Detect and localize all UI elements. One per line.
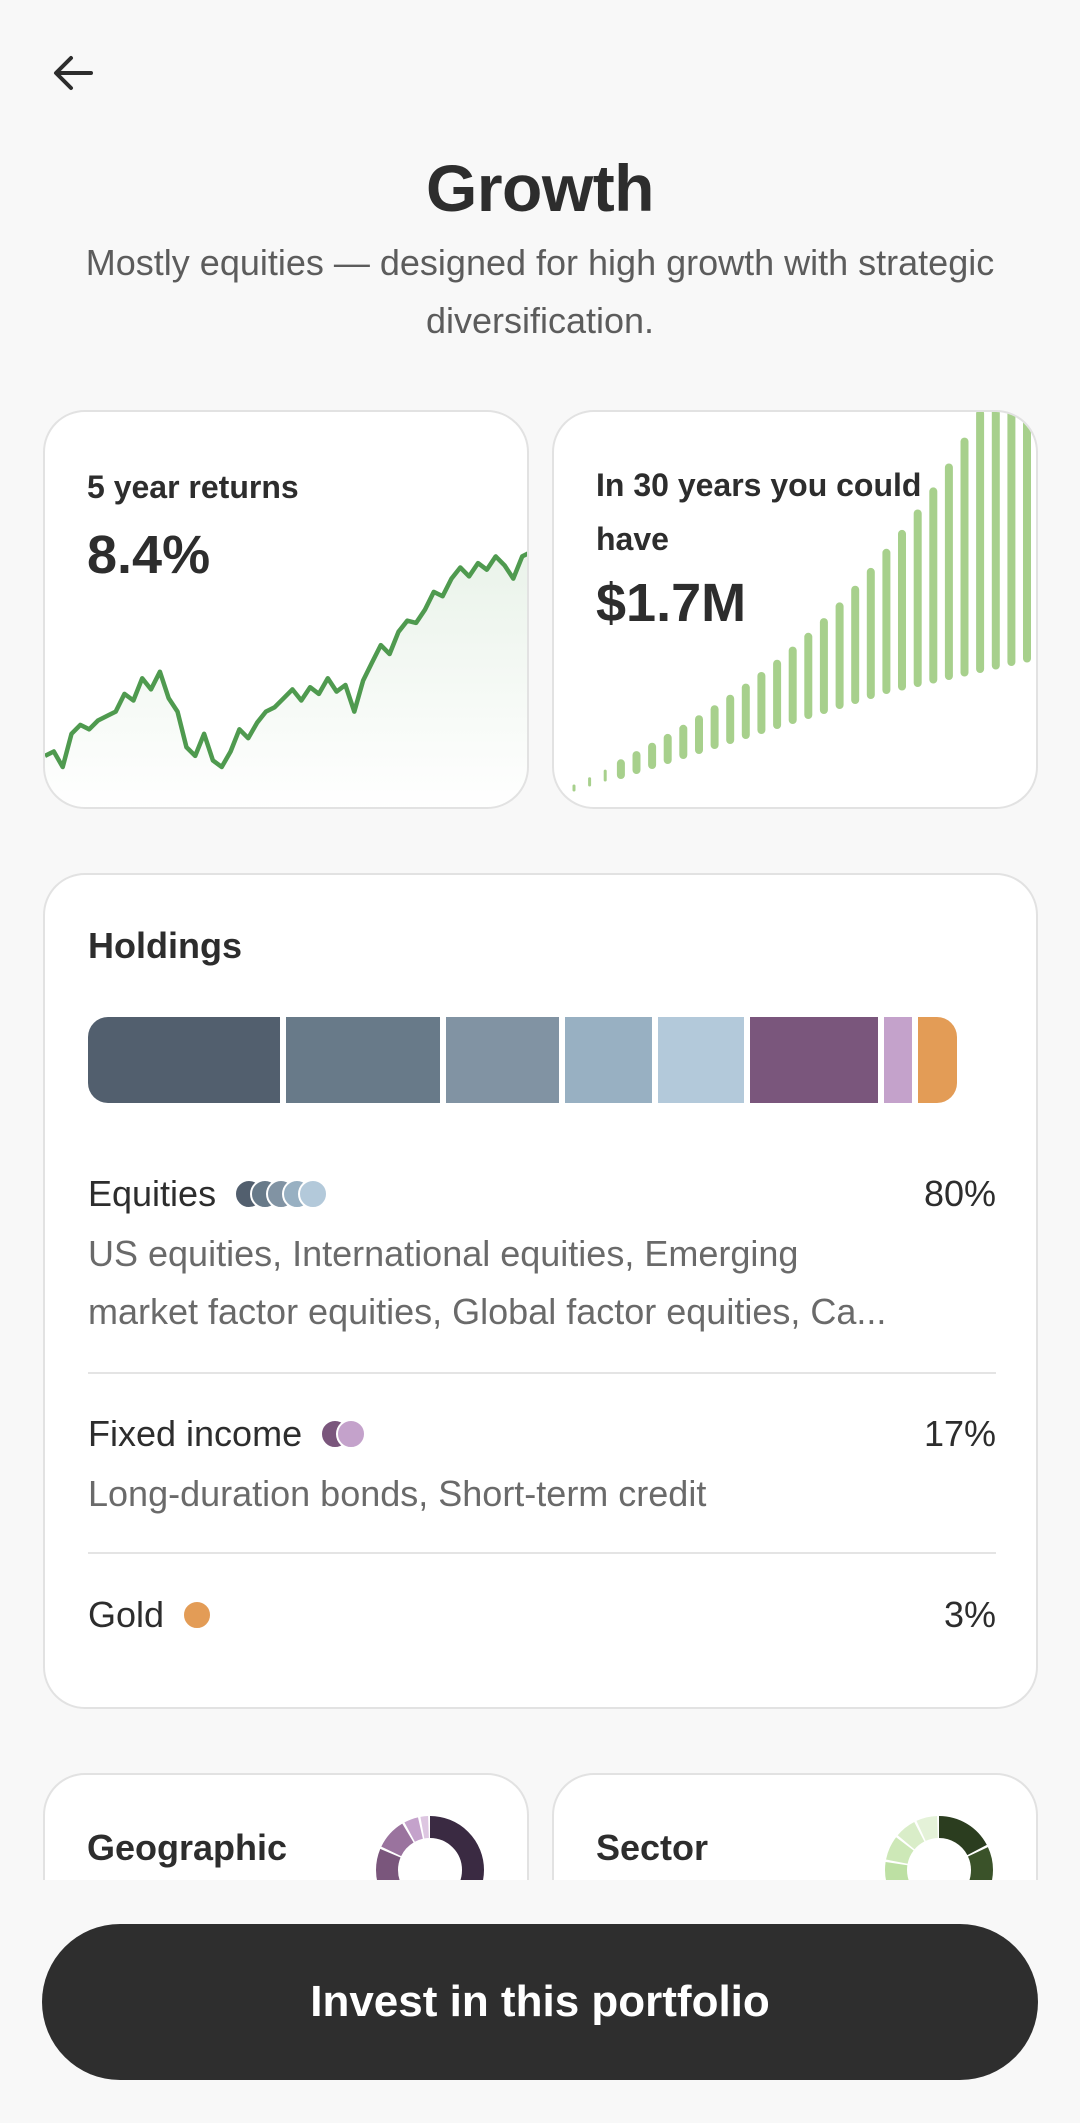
returns-area <box>45 554 527 807</box>
donut-segment <box>885 1816 993 1924</box>
holding-color-dot <box>298 1179 329 1209</box>
page-subtitle: Mostly equities — designed for high grow… <box>85 242 995 341</box>
returns-label: 5 year returns <box>87 469 299 505</box>
projection-card[interactable]: In 30 years you could have $1.7M <box>552 410 1038 809</box>
holding-percent: 80% <box>923 1173 996 1214</box>
projection-label: In 30 years you could have <box>596 467 922 557</box>
holdings-title: Holdings <box>88 925 242 966</box>
sector-label: Sector <box>596 1827 709 1868</box>
arrow-left-icon <box>54 56 93 90</box>
holding-percent: 3% <box>943 1594 996 1635</box>
holding-color-dot <box>182 1600 213 1630</box>
projection-value: $1.7M <box>596 573 747 633</box>
holding-color-dot <box>336 1419 367 1449</box>
invest-button[interactable]: Invest in this portfolio <box>42 1924 1038 2080</box>
holdings-bar-segment <box>446 1017 559 1103</box>
geographic-label: Geographic <box>87 1827 288 1868</box>
projection-bar-chart <box>572 412 1031 792</box>
holding-description: Long-duration bonds, Short-term credit <box>88 1473 707 1514</box>
holdings-bar-segment <box>564 1017 652 1103</box>
holding-name: Fixed income <box>88 1413 303 1454</box>
holding-name: Gold <box>88 1594 165 1635</box>
holding-row-equities[interactable]: Equities 80% US equities, International … <box>88 1169 996 1341</box>
returns-line <box>45 551 527 770</box>
holdings-bar-segment <box>750 1017 879 1103</box>
holdings-card: Holdings Equities 80% US equities, Inter… <box>43 873 1038 1709</box>
holdings-bar-segment <box>286 1017 441 1103</box>
returns-value: 8.4% <box>87 525 211 585</box>
holdings-bar-segment <box>657 1017 745 1103</box>
holding-color-dots <box>234 1179 329 1209</box>
returns-line-chart <box>45 551 527 807</box>
holding-row-fixed-income[interactable]: Fixed income 17% Long-duration bonds, Sh… <box>88 1409 996 1523</box>
donut-segment <box>885 1816 993 1924</box>
holding-color-dots <box>320 1419 367 1449</box>
page-title: Growth <box>426 151 654 225</box>
divider <box>88 1552 996 1554</box>
holding-description: US equities, International equities, Eme… <box>88 1233 887 1332</box>
holdings-bar-segment <box>88 1017 281 1103</box>
holding-percent: 17% <box>923 1413 996 1454</box>
back-button[interactable] <box>40 40 106 106</box>
holdings-bar-segment <box>918 1017 958 1103</box>
holdings-allocation-bar <box>88 1017 996 1103</box>
returns-card[interactable]: 5 year returns 8.4% <box>43 410 529 809</box>
holding-color-dots <box>182 1600 213 1630</box>
divider <box>88 1372 996 1374</box>
donut-segment <box>376 1816 484 1924</box>
holding-row-gold[interactable]: Gold 3% <box>88 1590 996 1640</box>
holding-name: Equities <box>88 1173 217 1214</box>
holdings-bar-segment <box>884 1017 913 1103</box>
donut-segment <box>885 1816 993 1924</box>
